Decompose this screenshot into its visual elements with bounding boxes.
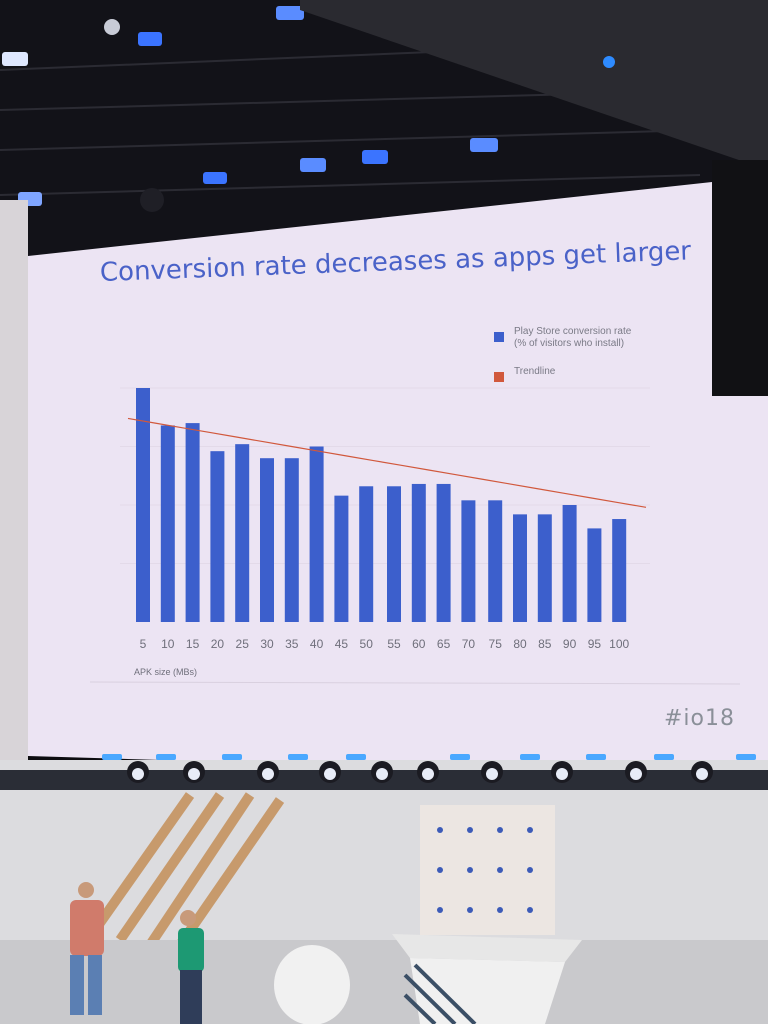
spotlight-lens xyxy=(696,768,708,780)
presenter-left xyxy=(70,882,104,1015)
spotlight-lens xyxy=(262,768,274,780)
uplight xyxy=(736,754,756,760)
backdrop-dots xyxy=(437,827,533,913)
uplight xyxy=(102,754,122,760)
tick-label-55: 55 xyxy=(387,637,401,651)
bar-10 xyxy=(160,425,175,622)
tick-label-5: 5 xyxy=(140,637,147,651)
bar-45 xyxy=(334,495,349,622)
bar-chart: 5 10 15 20 25 30 35 40 45 50 55 60 65 70 75 80 85 90 95 100… xyxy=(89,387,741,685)
mascot-head xyxy=(274,945,350,1024)
tick-label-100: 100 xyxy=(609,637,629,651)
tick-label-70: 70 xyxy=(462,637,476,651)
spotlight-row xyxy=(102,754,756,783)
tick-label-65: 65 xyxy=(437,637,451,651)
legend-label-conversion: Play Store conversion rate (% of visitor… xyxy=(514,326,632,349)
spotlight-lens xyxy=(132,768,144,780)
tick-label-90: 90 xyxy=(563,637,577,651)
overhead-beam xyxy=(300,0,768,170)
uplight xyxy=(586,754,606,760)
spotlight-lens xyxy=(630,768,642,780)
bar-30 xyxy=(260,458,274,622)
tick-label-25: 25 xyxy=(236,637,250,651)
uplight xyxy=(156,754,176,760)
tick-label-60: 60 xyxy=(412,637,426,651)
left-wall xyxy=(0,200,28,760)
tick-label-35: 35 xyxy=(285,637,299,651)
x-axis-label: APK size (MBs) xyxy=(134,667,197,677)
bar-90 xyxy=(562,505,577,622)
bar-25 xyxy=(235,444,250,622)
tick-label-75: 75 xyxy=(489,637,503,651)
tick-label-15: 15 xyxy=(186,637,200,651)
spotlight-lens xyxy=(556,768,568,780)
tick-label-20: 20 xyxy=(211,637,225,651)
tick-label-85: 85 xyxy=(538,637,552,651)
tick-label-30: 30 xyxy=(260,637,274,651)
projection-screen xyxy=(28,182,768,778)
tick-label-95: 95 xyxy=(588,637,602,651)
spotlight-lens xyxy=(376,768,388,780)
uplight xyxy=(654,754,674,760)
uplight xyxy=(288,754,308,760)
bar-55 xyxy=(387,486,401,622)
legend-item-trendline: Trendline xyxy=(494,366,642,382)
spotlight-lens xyxy=(188,768,200,780)
bar-100 xyxy=(612,519,627,622)
speaker-stack xyxy=(712,160,768,396)
tick-label-40: 40 xyxy=(310,637,324,651)
bar-5 xyxy=(136,388,150,622)
event-hashtag: #io18 xyxy=(664,706,735,731)
beam-light xyxy=(603,56,615,68)
uplight xyxy=(450,754,470,760)
bar-75 xyxy=(488,500,503,622)
bar-60 xyxy=(411,483,426,622)
bar-15 xyxy=(185,423,200,622)
tick-label-50: 50 xyxy=(360,637,374,651)
stage-floor xyxy=(0,940,768,1024)
legend-label-trendline: Trendline xyxy=(514,366,556,377)
bar-35 xyxy=(284,458,299,622)
podium-top xyxy=(392,934,582,962)
bar-95 xyxy=(587,528,602,622)
stage-lights xyxy=(2,6,498,212)
legend-swatch-trendline xyxy=(494,372,504,382)
bar-70 xyxy=(461,500,476,622)
bar-20 xyxy=(210,451,225,622)
spotlight-lens xyxy=(324,768,336,780)
bar-65 xyxy=(436,483,451,622)
bar-40 xyxy=(309,446,324,622)
staircase xyxy=(90,792,285,948)
presenter-right xyxy=(178,910,204,1024)
chart-legend: Play Store conversion rate (% of visitor… xyxy=(494,326,642,398)
legend-swatch-bars xyxy=(494,332,504,342)
x-axis-line xyxy=(89,681,741,685)
uplight xyxy=(346,754,366,760)
spotlight-lens xyxy=(486,768,498,780)
bar-85 xyxy=(537,514,552,622)
tick-label-10: 10 xyxy=(161,637,175,651)
podium-stripes xyxy=(403,963,477,1024)
legend-item-conversion: Play Store conversion rate (% of visitor… xyxy=(494,326,642,350)
uplight xyxy=(520,754,540,760)
uplight xyxy=(222,754,242,760)
bar-50 xyxy=(359,486,374,622)
spotlight-lens xyxy=(422,768,434,780)
tick-label-80: 80 xyxy=(513,637,527,651)
bar-80 xyxy=(513,514,527,622)
podium xyxy=(410,958,565,1024)
trendline xyxy=(127,417,647,508)
tick-label-45: 45 xyxy=(335,637,349,651)
